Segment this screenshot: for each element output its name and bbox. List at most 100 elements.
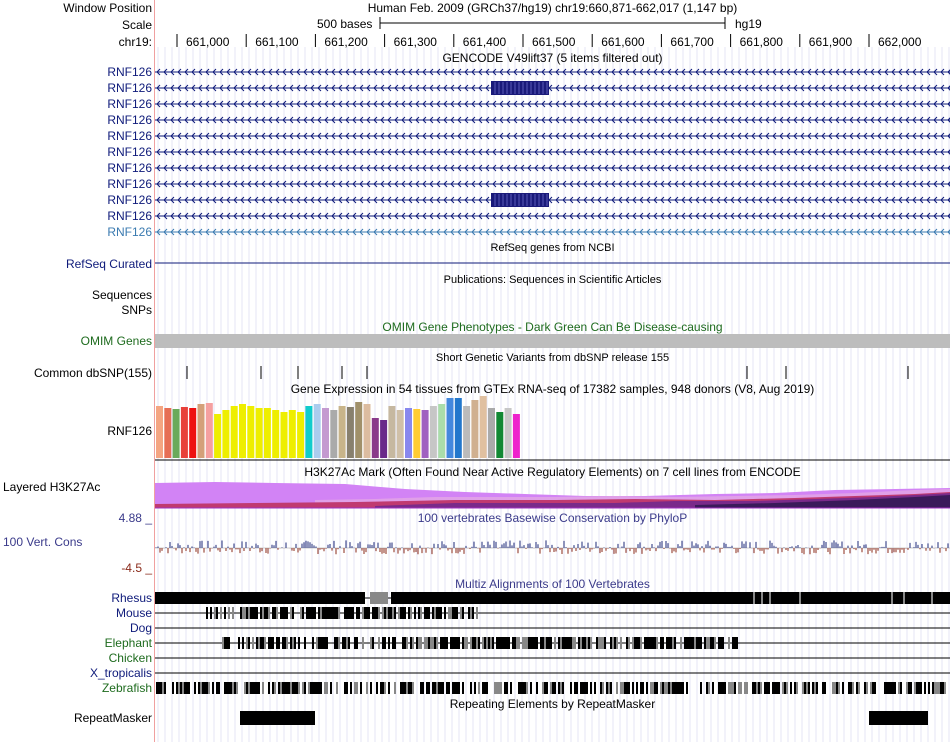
alignment-block [482, 682, 484, 694]
alignment-block [914, 682, 916, 694]
alignment-block [194, 682, 196, 694]
tissue-bar [164, 408, 172, 458]
alignment-block [923, 592, 925, 604]
alignment-block [246, 607, 248, 619]
alignment-block [378, 607, 380, 619]
alignment-block [310, 682, 312, 694]
alignment-block [781, 592, 783, 604]
publications-sequences-label[interactable]: Sequences [91, 288, 152, 302]
repeat-element[interactable] [240, 711, 315, 725]
gencode-item-label[interactable]: RNF126 [107, 177, 152, 191]
alignment-block [498, 682, 500, 694]
alignment-block [312, 637, 314, 649]
alignment-block [312, 607, 314, 619]
gtex-track-label[interactable]: RNF126 [107, 424, 152, 438]
omim-track-label[interactable]: OMIM Genes [80, 334, 152, 348]
multiz-species-chicken[interactable]: Chicken [108, 651, 152, 665]
alignment-block [464, 637, 466, 649]
alignment-block [692, 637, 694, 649]
gencode-item-label[interactable]: RNF126 [107, 97, 152, 111]
alignment-block [708, 682, 710, 694]
alignment-block [546, 682, 548, 694]
h3k27ac-layered-signal[interactable] [155, 482, 950, 509]
gencode-item-label[interactable]: RNF126 [107, 81, 152, 95]
multiz-species-rhesus[interactable]: Rhesus [111, 591, 152, 605]
alignment-block [500, 637, 502, 649]
alignment-block [528, 637, 530, 649]
gencode-item-label[interactable]: RNF126 [107, 129, 152, 143]
gencode-item-label[interactable]: RNF126 [107, 209, 152, 223]
multiz-species-elephant[interactable]: Elephant [104, 636, 152, 650]
dbsnp-variants[interactable] [186, 366, 909, 379]
alignment-block [344, 682, 346, 694]
alignment-block [408, 607, 410, 619]
dbsnp-track-label[interactable]: Common dbSNP(155) [33, 366, 152, 380]
gencode-item-label[interactable]: RNF126 [107, 65, 152, 79]
alignment-block [698, 637, 700, 649]
alignment-block [689, 592, 691, 604]
alignment-block [522, 682, 524, 694]
alignment-block [324, 682, 326, 694]
alignment-block [650, 637, 652, 649]
alignment-block [905, 592, 907, 604]
alignment-block [404, 637, 406, 649]
gencode-item-label[interactable]: RNF126 [107, 225, 152, 239]
multiz-species-mouse[interactable]: Mouse [115, 606, 152, 620]
phylop-conservation-signal[interactable] [155, 540, 950, 555]
alignment-block [330, 607, 332, 619]
gencode-item-label[interactable]: RNF126 [107, 193, 152, 207]
alignment-block [286, 607, 288, 619]
tissue-bar [371, 418, 379, 458]
track-data-area[interactable]: Human Feb. 2009 (GRCh37/hg19) chr19:660,… [155, 0, 950, 742]
repeat-element[interactable] [869, 711, 928, 725]
alignment-block [688, 637, 690, 649]
multiz-species-dog[interactable]: Dog [129, 621, 152, 635]
alignment-block [364, 607, 366, 619]
repeatmasker-track-label[interactable]: RepeatMasker [73, 711, 152, 725]
alignment-block [252, 682, 254, 694]
alignment-block [518, 682, 520, 694]
gtex-expression-bars[interactable] [156, 396, 520, 458]
multiz-species-xtropicalis[interactable]: X_tropicalis [89, 666, 152, 680]
alignment-block [284, 682, 286, 694]
alignment-block [354, 637, 356, 649]
multiz-alignment-blocks[interactable] [155, 592, 950, 694]
alignment-block [376, 607, 378, 619]
alignment-block [725, 592, 727, 604]
alignment-block [462, 637, 464, 649]
alignment-block [586, 682, 588, 694]
alignment-block [806, 682, 808, 694]
gencode-item-label[interactable]: RNF126 [107, 145, 152, 159]
gencode-item-label[interactable]: RNF126 [107, 161, 152, 175]
alignment-block [246, 682, 248, 694]
alignment-block [733, 592, 735, 604]
alignment-block [681, 592, 683, 604]
refseq-track-label[interactable]: RefSeq Curated [65, 257, 152, 271]
gencode-transcripts[interactable] [155, 68, 950, 236]
alignment-block [884, 682, 886, 694]
alignment-block [696, 637, 698, 649]
phylop-track-label[interactable]: 100 Vert. Cons [3, 535, 83, 549]
alignment-block [540, 637, 542, 649]
alignment-block [486, 637, 488, 649]
alignment-block [370, 592, 388, 604]
omim-gene-bar[interactable] [155, 334, 950, 348]
alignment-block [486, 682, 488, 694]
multiz-species-zebrafish[interactable]: Zebrafish [101, 681, 152, 695]
alignment-block [390, 607, 392, 619]
alignment-block [728, 637, 730, 649]
alignment-block [500, 682, 502, 694]
alignment-block [402, 682, 404, 694]
alignment-block [402, 607, 404, 619]
publications-snps-label[interactable]: SNPs [121, 303, 152, 317]
alignment-block [282, 637, 284, 649]
alignment-block [324, 637, 326, 649]
gencode-item-label[interactable]: RNF126 [107, 113, 152, 127]
alignment-block [338, 607, 340, 619]
alignment-block [358, 607, 360, 619]
h3k27ac-track-label[interactable]: Layered H3K27Ac [3, 480, 101, 494]
alignment-block [456, 637, 458, 649]
alignment-block [877, 592, 879, 604]
coding-exon [491, 193, 549, 207]
